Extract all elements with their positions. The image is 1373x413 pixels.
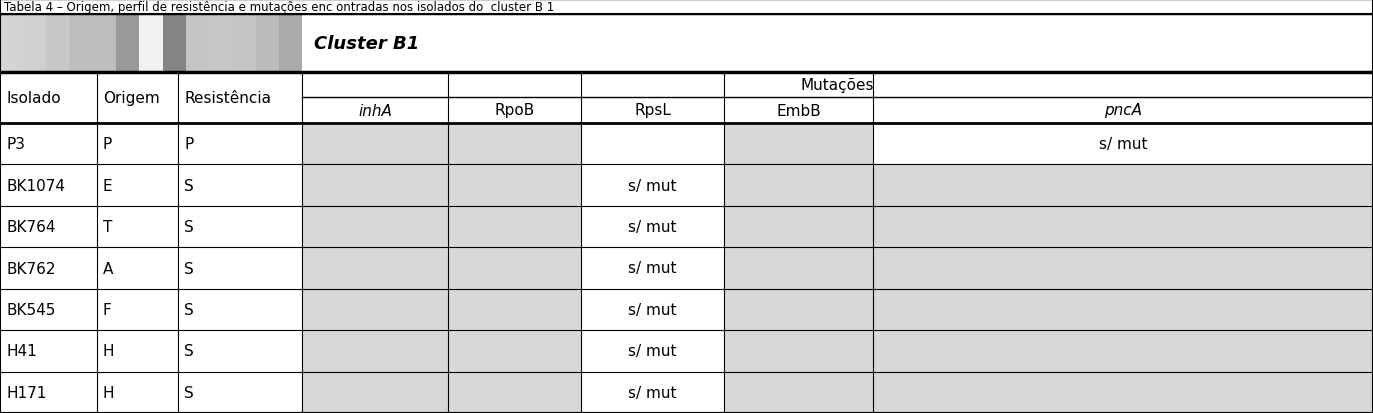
Bar xyxy=(581,248,724,289)
Bar xyxy=(279,15,302,73)
Bar xyxy=(448,248,581,289)
Bar xyxy=(302,165,448,206)
Text: H171: H171 xyxy=(5,385,47,400)
Bar xyxy=(448,372,581,413)
Bar xyxy=(873,330,1373,372)
Bar xyxy=(70,15,93,73)
Bar xyxy=(581,330,724,372)
Bar xyxy=(581,372,724,413)
Bar xyxy=(448,124,581,165)
Bar xyxy=(232,15,255,73)
Bar xyxy=(302,330,448,372)
Bar xyxy=(581,165,724,206)
Bar xyxy=(302,124,448,165)
Bar xyxy=(93,15,117,73)
Text: Origem: Origem xyxy=(103,91,159,106)
Text: S: S xyxy=(184,385,194,400)
Text: H41: H41 xyxy=(5,344,37,358)
Text: P: P xyxy=(103,137,113,152)
Bar xyxy=(302,15,1373,73)
Bar xyxy=(255,15,279,73)
Bar xyxy=(302,206,448,248)
Bar xyxy=(724,206,873,248)
Text: T: T xyxy=(103,220,113,235)
Bar xyxy=(873,248,1373,289)
Bar xyxy=(873,206,1373,248)
Text: Cluster B1: Cluster B1 xyxy=(314,35,419,53)
Text: BK764: BK764 xyxy=(5,220,55,235)
Bar xyxy=(302,289,448,330)
Text: S: S xyxy=(184,302,194,317)
Bar xyxy=(724,124,873,165)
Text: Mutações: Mutações xyxy=(800,78,875,93)
Bar xyxy=(581,289,724,330)
Bar xyxy=(23,15,47,73)
Bar xyxy=(302,248,448,289)
Text: inhA: inhA xyxy=(358,103,391,118)
Text: s/ mut: s/ mut xyxy=(629,178,677,193)
Bar xyxy=(448,289,581,330)
Text: s/ mut: s/ mut xyxy=(629,385,677,400)
Text: RpsL: RpsL xyxy=(634,103,671,118)
Bar xyxy=(0,15,23,73)
Text: s/ mut: s/ mut xyxy=(629,302,677,317)
Text: RpoB: RpoB xyxy=(494,103,534,118)
Bar xyxy=(162,15,185,73)
Bar xyxy=(873,372,1373,413)
Bar xyxy=(448,165,581,206)
Bar xyxy=(724,248,873,289)
Bar xyxy=(873,124,1373,165)
Bar xyxy=(47,15,70,73)
Bar xyxy=(140,15,162,73)
Bar xyxy=(117,15,140,73)
Text: BK762: BK762 xyxy=(5,261,55,276)
Text: s/ mut: s/ mut xyxy=(629,220,677,235)
Text: s/ mut: s/ mut xyxy=(629,261,677,276)
Bar xyxy=(724,330,873,372)
Text: pncA: pncA xyxy=(1104,103,1142,118)
Text: A: A xyxy=(103,261,114,276)
Text: s/ mut: s/ mut xyxy=(1098,137,1148,152)
Text: E: E xyxy=(103,178,113,193)
Bar xyxy=(448,330,581,372)
Bar xyxy=(724,289,873,330)
Text: S: S xyxy=(184,261,194,276)
Bar xyxy=(448,206,581,248)
Text: S: S xyxy=(184,178,194,193)
Text: S: S xyxy=(184,344,194,358)
Bar xyxy=(873,165,1373,206)
Text: P3: P3 xyxy=(5,137,25,152)
Text: BK1074: BK1074 xyxy=(5,178,65,193)
Bar xyxy=(209,15,232,73)
Text: Tabela 4 – Origem, perfil de resistência e mutações enc ontradas nos isolados do: Tabela 4 – Origem, perfil de resistência… xyxy=(4,1,555,14)
Bar xyxy=(185,15,209,73)
Text: H: H xyxy=(103,344,114,358)
Text: Resistência: Resistência xyxy=(184,91,270,106)
Bar xyxy=(581,206,724,248)
Text: Isolado: Isolado xyxy=(5,91,60,106)
Bar xyxy=(873,289,1373,330)
Text: BK545: BK545 xyxy=(5,302,55,317)
Text: F: F xyxy=(103,302,111,317)
Text: EmbB: EmbB xyxy=(776,103,821,118)
Bar xyxy=(581,124,724,165)
Text: S: S xyxy=(184,220,194,235)
Bar xyxy=(724,372,873,413)
Text: s/ mut: s/ mut xyxy=(629,344,677,358)
Bar xyxy=(724,165,873,206)
Bar xyxy=(302,372,448,413)
Text: P: P xyxy=(184,137,194,152)
Text: H: H xyxy=(103,385,114,400)
